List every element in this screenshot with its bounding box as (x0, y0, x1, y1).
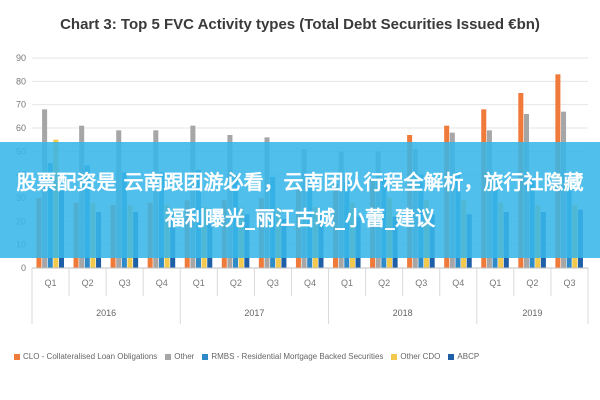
year-label: 2018 (393, 308, 413, 318)
x-tick-label: Q1 (341, 278, 353, 288)
x-tick-label: Q1 (193, 278, 205, 288)
legend: CLO - Collateralised Loan Obligations Oth… (14, 352, 600, 361)
legend-swatch (448, 353, 455, 360)
y-tick-label: 60 (16, 123, 26, 133)
x-tick-label: Q4 (156, 278, 168, 288)
y-tick-label: 80 (16, 76, 26, 86)
overlay-headline[interactable]: 股票配资是 云南跟团游必看，云南团队行程全解析，旅行社隐藏福利曝光_丽江古城_小… (16, 170, 584, 230)
x-tick-label: Q2 (82, 278, 94, 288)
x-tick-label: Q1 (45, 278, 57, 288)
legend-item: ABCP (448, 352, 479, 361)
x-tick-label: Q4 (452, 278, 464, 288)
x-tick-label: Q2 (230, 278, 242, 288)
x-tick-label: Q3 (119, 278, 131, 288)
legend-label: CLO - Collateralised Loan Obligations (23, 352, 158, 361)
legend-swatch (165, 353, 172, 360)
legend-swatch (14, 353, 20, 360)
legend-item: Other CDO (391, 352, 440, 361)
legend-label: ABCP (457, 352, 480, 361)
x-tick-label: Q2 (526, 278, 538, 288)
legend-label: Other CDO (400, 352, 441, 361)
legend-item: Other (165, 352, 194, 361)
x-tick-label: Q4 (304, 278, 316, 288)
legend-item: CLO - Collateralised Loan Obligations (14, 352, 157, 361)
axes: 0102030405060708090Q1Q2Q3Q4Q1Q2Q3Q4Q1Q2Q… (16, 53, 589, 324)
y-tick-label: 70 (16, 100, 26, 110)
y-tick-label: 90 (16, 53, 26, 63)
x-tick-label: Q2 (378, 278, 390, 288)
overlay-banner[interactable]: 股票配资是 云南跟团游必看，云南团队行程全解析，旅行社隐藏福利曝光_丽江古城_小… (0, 142, 600, 258)
legend-item: RMBS - Residential Mortgage Backed Secur… (202, 352, 383, 361)
year-label: 2017 (244, 308, 264, 318)
year-label: 2019 (522, 308, 542, 318)
x-tick-label: Q3 (415, 278, 427, 288)
x-tick-label: Q1 (489, 278, 501, 288)
x-tick-label: Q3 (267, 278, 279, 288)
x-tick-label: Q3 (563, 278, 575, 288)
chart-title: Chart 3: Top 5 FVC Activity types (Total… (60, 16, 540, 33)
year-label: 2016 (96, 308, 116, 318)
legend-swatch (391, 353, 398, 360)
y-tick-label: 0 (21, 263, 26, 273)
legend-label: Other (174, 352, 195, 361)
legend-swatch (202, 353, 209, 360)
legend-label: RMBS - Residential Mortgage Backed Secur… (211, 352, 384, 361)
